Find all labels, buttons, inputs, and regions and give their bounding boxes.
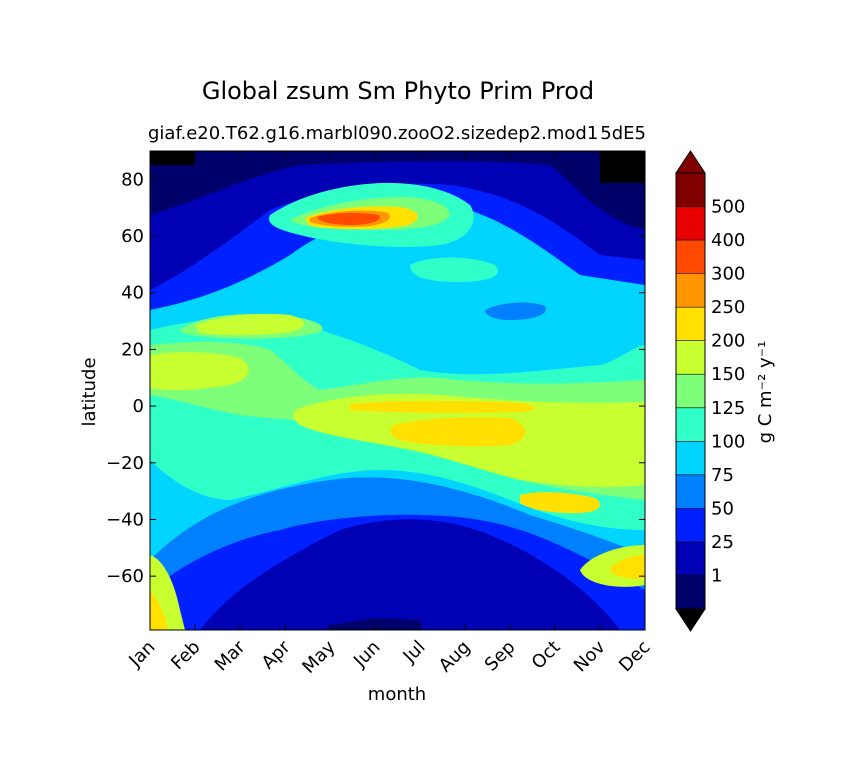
colorbar-tick-label: 100: [711, 431, 745, 452]
plot-frame: [149, 150, 646, 631]
y-axis-label: latitude: [79, 357, 100, 426]
colorbar-label: g C m⁻² y⁻¹: [755, 341, 776, 444]
contour-band-level-200-eq: [350, 400, 535, 414]
chart-subtitle-left: giaf.e20.T62.g16.marbl090.zooO2.sizedep2…: [148, 123, 598, 144]
x-tick-label-oct: Oct: [528, 637, 565, 674]
colorbar-tick-label: 125: [711, 398, 745, 419]
contour-band-level-1-north: [150, 151, 645, 230]
y-axis: 80 60 40 20 0 −20 −40 −60: [106, 169, 645, 587]
colorbar-tick-label: 50: [711, 498, 734, 519]
colorbar-tick-label: 25: [711, 532, 734, 553]
x-tick-label-may: May: [298, 636, 339, 677]
y-tick-label: 40: [121, 283, 144, 304]
contour-band-level-100-north2: [410, 257, 499, 282]
contour-band-level-200-dec: [610, 555, 645, 579]
colorbar-swatch: [676, 240, 705, 274]
contour-band-level-150: [150, 352, 249, 391]
chart-subtitle-right: 5dE5: [600, 123, 646, 144]
contour-field: [150, 151, 645, 630]
colorbar-tick-label: 400: [711, 230, 745, 251]
y-tick-label: 60: [121, 226, 144, 247]
y-tick-label: −60: [106, 566, 144, 587]
x-tick-label-feb: Feb: [167, 637, 204, 674]
colorbar-swatch: [676, 575, 705, 609]
y-tick-label: 20: [121, 339, 144, 360]
colorbar-tick-label: 1: [711, 565, 722, 586]
contour-band-level-50-patch: [485, 302, 546, 320]
x-tick-label-mar: Mar: [211, 636, 250, 675]
colorbar-extend-min: [675, 608, 706, 632]
x-tick-label-nov: Nov: [570, 636, 610, 676]
colorbar-swatch: [676, 441, 705, 475]
x-tick-label-apr: Apr: [258, 636, 295, 673]
contour-band-level-25-south: [200, 519, 620, 630]
colorbar-tick-label: 150: [711, 364, 745, 385]
x-tick-label-aug: Aug: [435, 637, 475, 677]
colorbar-tick-label: 200: [711, 331, 745, 352]
colorbar-tick-label: 75: [711, 465, 734, 486]
colorbar-tick-label: 250: [711, 297, 745, 318]
colorbar-swatch: [676, 206, 705, 241]
x-tick-label-jul: Jul: [399, 637, 430, 668]
contour-band-level-300-north: [317, 212, 380, 225]
contour-band-level-200-trop: [390, 417, 525, 447]
x-axis-label: month: [368, 684, 426, 705]
x-tick-label-jun: Jun: [349, 637, 384, 672]
y-tick-label: 80: [121, 169, 144, 190]
colorbar-extend-max: [675, 150, 706, 174]
colorbar-frame: [675, 172, 706, 610]
x-tick-label-dec: Dec: [615, 637, 654, 676]
colorbar-swatch: [676, 541, 705, 576]
colorbar-swatch: [676, 173, 705, 207]
x-tick-label-sep: Sep: [481, 637, 520, 676]
colorbar-swatch: [676, 340, 705, 375]
colorbar-tick-label: 300: [711, 264, 745, 285]
contour-band-level-150-sub: [195, 313, 305, 336]
colorbar-swatch: [676, 374, 705, 408]
colorbar-swatch: [676, 307, 705, 341]
y-tick-label: −40: [106, 509, 144, 530]
y-tick-label: 0: [133, 396, 144, 417]
colorbar-swatch: [676, 474, 705, 509]
colorbar-tick-label: 500: [711, 197, 745, 218]
colorbar-swatch: [676, 407, 705, 442]
contour-band-level-200-jan: [150, 590, 168, 630]
colorbar-swatch: [676, 273, 705, 308]
y-tick-label: −20: [106, 453, 144, 474]
colorbar-swatch: [676, 508, 705, 542]
x-tick-label-jan: Jan: [124, 637, 159, 672]
contour-band-level-200-south: [520, 492, 600, 514]
chart-title: Global zsum Sm Phyto Prim Prod: [202, 77, 594, 105]
